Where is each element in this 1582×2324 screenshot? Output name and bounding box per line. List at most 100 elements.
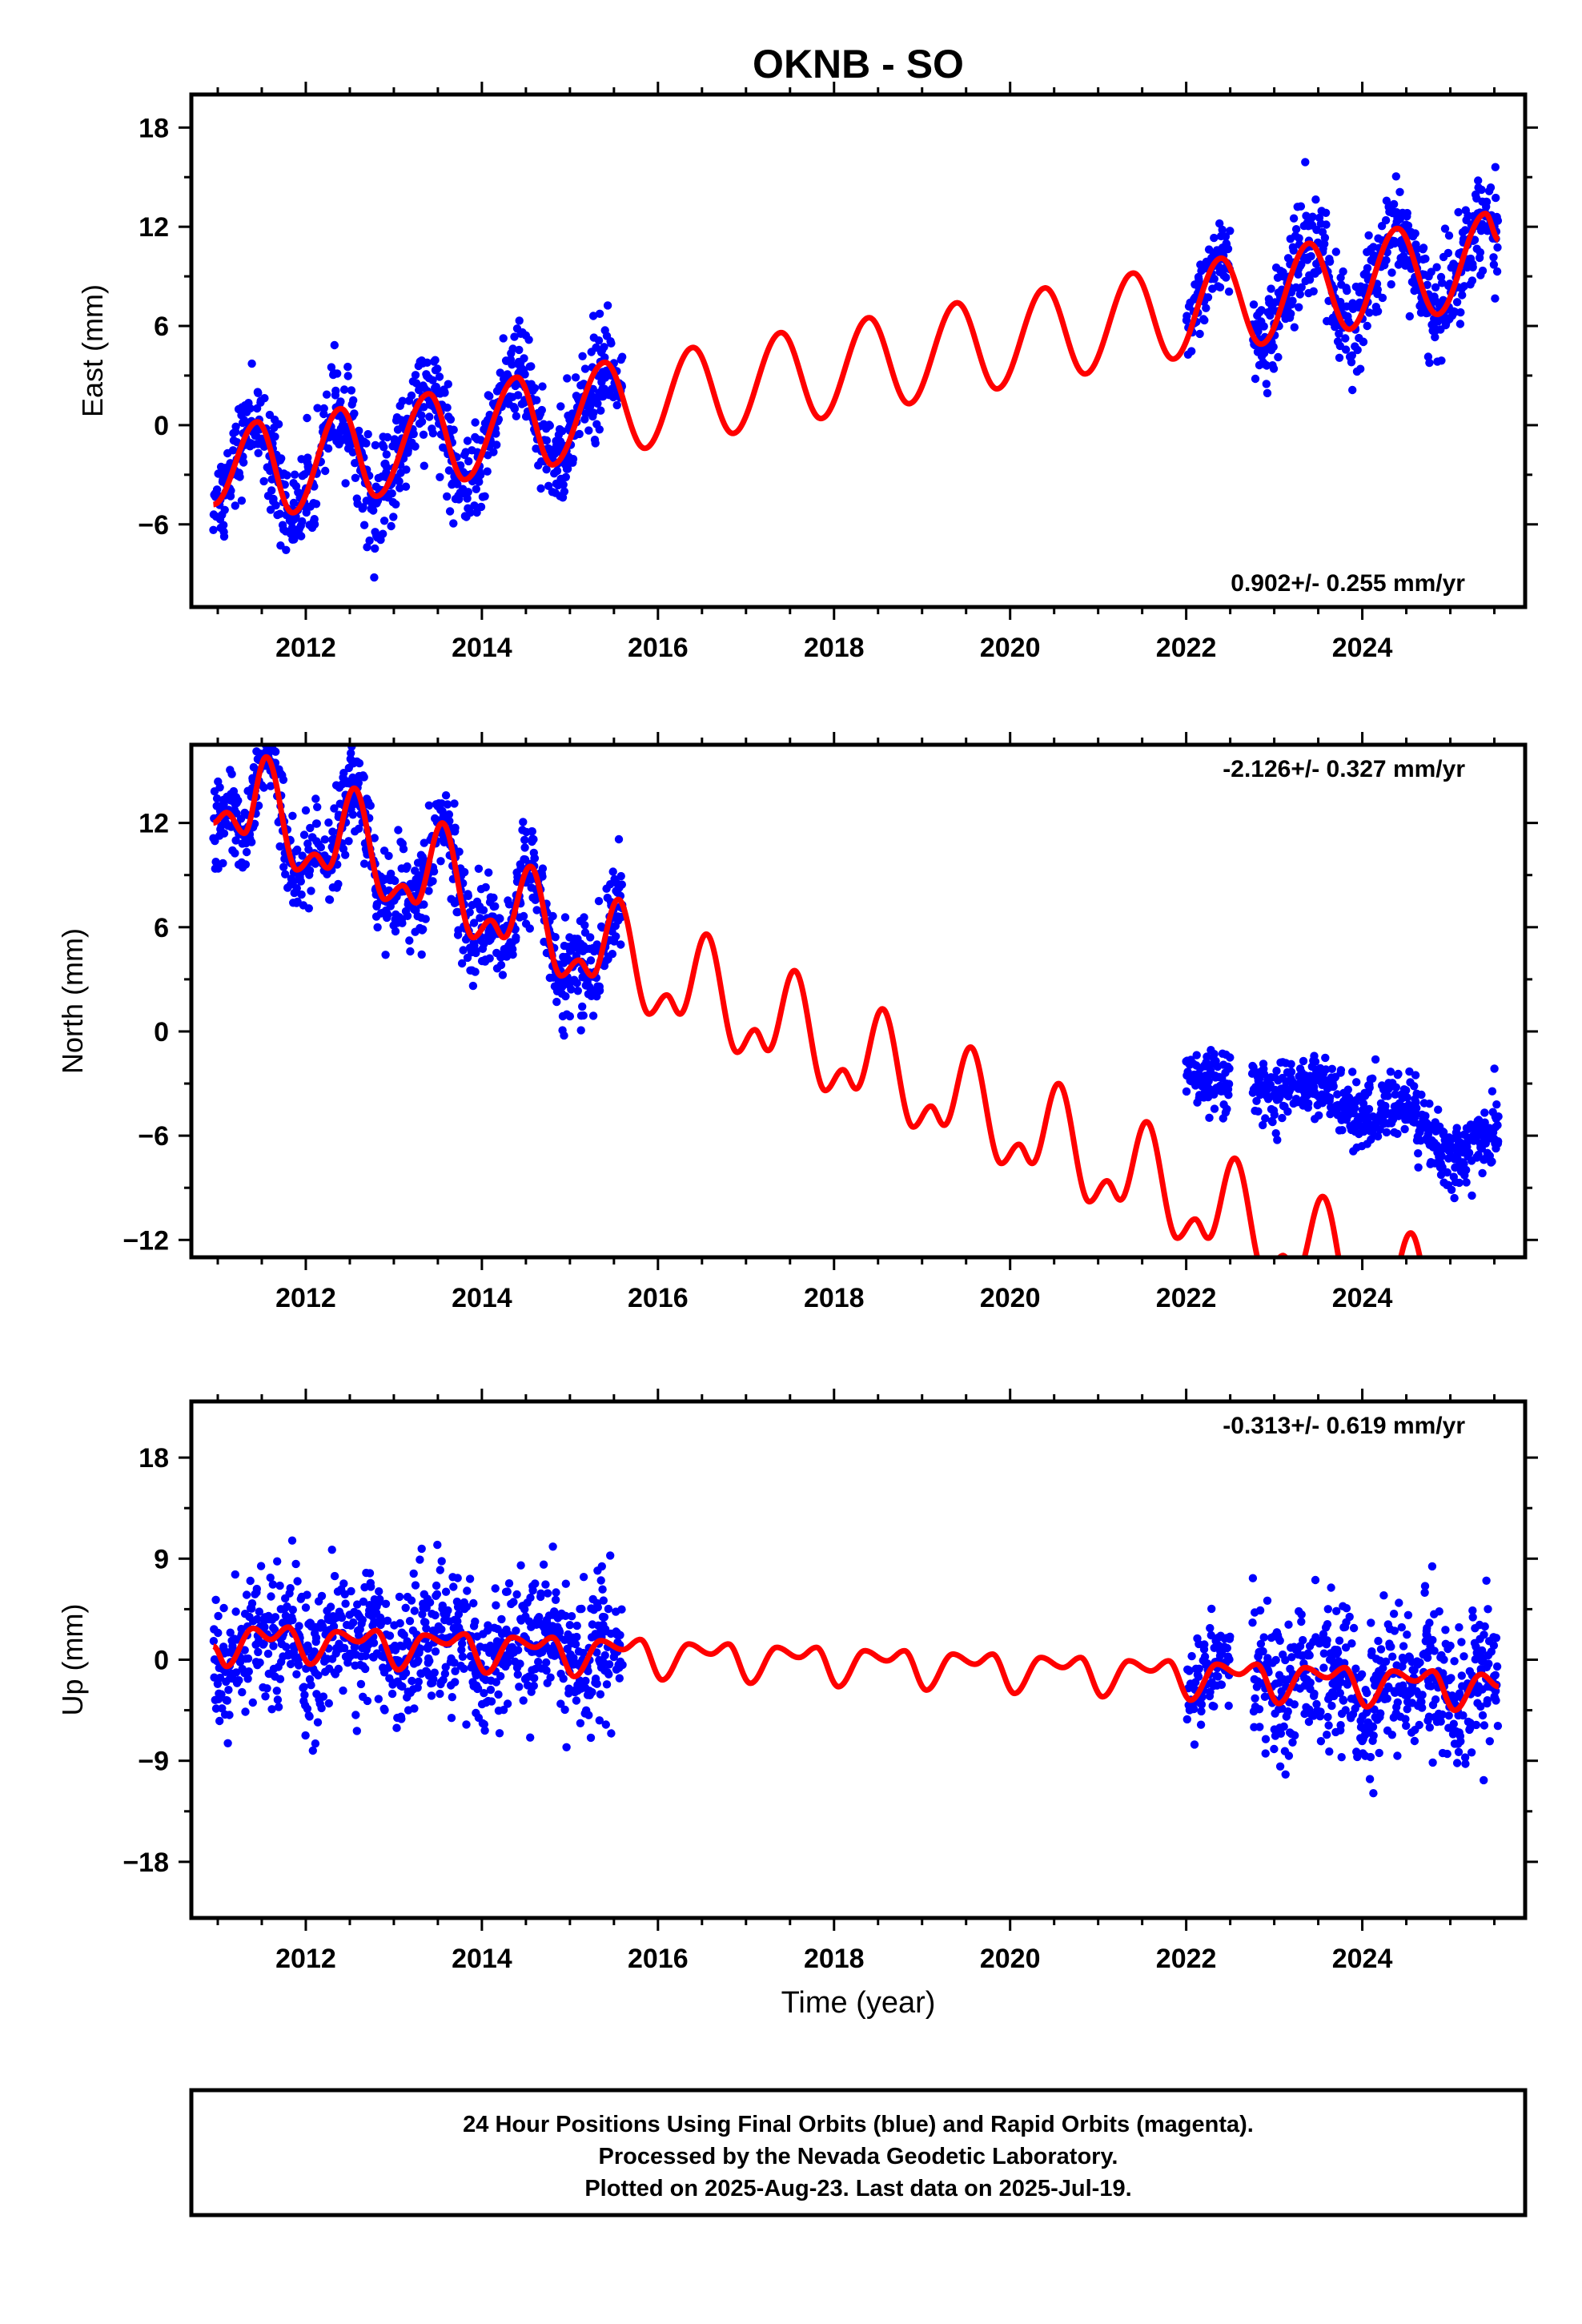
data-point [211, 1704, 221, 1713]
y-tick-label: −18 [122, 1848, 169, 1878]
data-point [359, 859, 369, 868]
data-point [475, 477, 484, 486]
data-point [347, 386, 356, 395]
data-point [341, 850, 350, 859]
data-point [480, 1689, 488, 1698]
y-tick-label: −6 [138, 510, 169, 541]
data-point [578, 352, 587, 360]
data-point [1192, 1051, 1201, 1059]
data-point [1486, 183, 1496, 192]
data-point [1493, 216, 1503, 225]
data-point [303, 453, 312, 462]
data-point [594, 897, 604, 906]
data-point [528, 827, 536, 836]
data-point [261, 726, 269, 734]
data-point [1423, 1653, 1432, 1663]
data-point [1323, 1712, 1332, 1722]
data-point [336, 397, 345, 406]
data-point [354, 778, 363, 787]
data-point [1259, 1633, 1268, 1642]
data-point [355, 758, 364, 768]
data-point [595, 1716, 604, 1725]
data-point [322, 390, 331, 399]
data-point [1281, 1655, 1290, 1665]
data-point [288, 1615, 297, 1625]
data-point [496, 914, 504, 923]
data-point [1456, 308, 1465, 317]
data-point [1335, 1636, 1344, 1645]
data-point [326, 1602, 335, 1611]
data-point [1478, 1168, 1487, 1178]
data-point [560, 1705, 569, 1715]
data-point [347, 749, 355, 758]
data-point [1456, 1737, 1465, 1746]
data-point [1203, 1052, 1211, 1061]
data-point [1376, 1709, 1385, 1718]
data-point [599, 1596, 608, 1605]
data-point [464, 488, 472, 497]
data-point [492, 1601, 500, 1610]
data-point [1326, 1110, 1335, 1119]
data-point [1452, 298, 1462, 307]
data-point [275, 1675, 285, 1683]
data-point [528, 1586, 537, 1595]
data-point [1252, 1096, 1261, 1106]
y-tick-label: 0 [154, 411, 169, 441]
data-point [303, 1644, 313, 1653]
data-point [1348, 1068, 1357, 1076]
data-point [219, 800, 228, 809]
data-point [596, 1576, 605, 1585]
data-point [525, 924, 534, 933]
data-point [1309, 287, 1318, 296]
data-point [560, 913, 570, 922]
data-point [1305, 275, 1315, 284]
data-point [1365, 1775, 1375, 1783]
data-point [1368, 1074, 1377, 1084]
data-point [1443, 1749, 1452, 1759]
data-point [1368, 1723, 1378, 1731]
data-point [371, 440, 380, 450]
data-point [1417, 1090, 1426, 1100]
data-point [614, 834, 624, 844]
data-point [598, 1585, 607, 1594]
data-point [1405, 312, 1415, 321]
data-point [562, 1743, 571, 1751]
data-point [1369, 1789, 1378, 1798]
data-point [593, 399, 602, 408]
data-point [1387, 1642, 1395, 1651]
data-point [1363, 263, 1372, 272]
data-point [1458, 291, 1467, 300]
data-point [1397, 1622, 1407, 1632]
observation-points [209, 726, 1503, 1203]
data-point [1259, 322, 1268, 331]
data-point [577, 1604, 586, 1614]
data-point [586, 1733, 596, 1743]
data-point [433, 364, 442, 373]
data-point [365, 536, 374, 545]
data-point [1210, 1702, 1219, 1711]
data-point [1395, 187, 1404, 196]
data-point [444, 1606, 452, 1615]
data-point [428, 877, 437, 886]
data-point [439, 1675, 448, 1684]
x-tick-label: 2016 [628, 1283, 689, 1313]
data-point [406, 947, 415, 956]
y-tick-label: 0 [154, 1646, 169, 1676]
data-point [441, 791, 451, 800]
data-point [451, 1667, 460, 1675]
data-point [234, 796, 243, 805]
data-point [437, 1625, 446, 1634]
data-point [392, 1723, 401, 1732]
data-point [504, 1659, 512, 1667]
data-point [349, 1618, 358, 1627]
data-point [275, 509, 284, 518]
y-axis-label: East (mm) [76, 284, 109, 417]
data-point [385, 1631, 395, 1640]
data-point [457, 959, 467, 968]
data-point [1205, 1113, 1214, 1123]
data-point [237, 497, 247, 505]
data-point [1379, 1663, 1387, 1673]
data-point [1305, 1651, 1314, 1660]
data-point [1210, 1050, 1219, 1059]
data-point [228, 446, 238, 455]
